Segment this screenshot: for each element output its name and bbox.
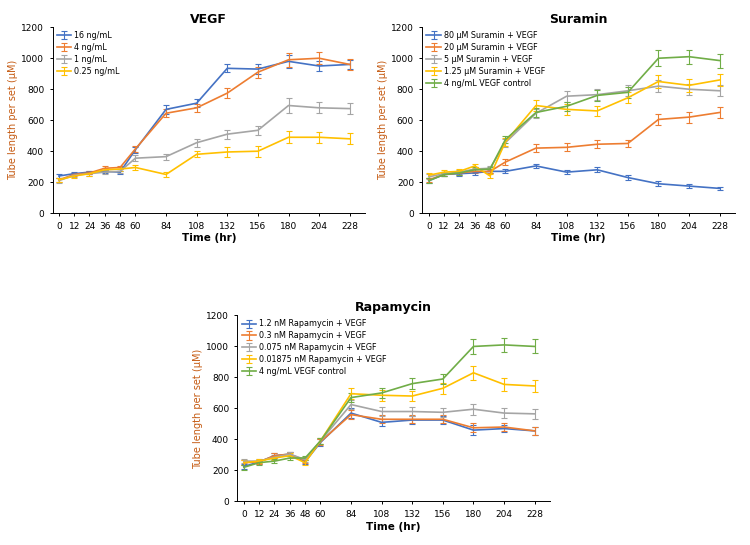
Title: Rapamycin: Rapamycin bbox=[356, 301, 432, 314]
Y-axis label: Tube length per set (μM): Tube length per set (μM) bbox=[378, 60, 388, 180]
X-axis label: Time (hr): Time (hr) bbox=[182, 233, 236, 243]
Legend: 1.2 nM Rapamycin + VEGF, 0.3 nM Rapamycin + VEGF, 0.075 nM Rapamycin + VEGF, 0.0: 1.2 nM Rapamycin + VEGF, 0.3 nM Rapamyci… bbox=[240, 318, 388, 377]
Title: VEGF: VEGF bbox=[190, 13, 227, 26]
Legend: 16 ng/mL, 4 ng/mL, 1 ng/mL, 0.25 ng/mL: 16 ng/mL, 4 ng/mL, 1 ng/mL, 0.25 ng/mL bbox=[55, 29, 122, 77]
Y-axis label: Tube length per set (μM): Tube length per set (μM) bbox=[194, 348, 203, 469]
X-axis label: Time (hr): Time (hr) bbox=[551, 233, 606, 243]
X-axis label: Time (hr): Time (hr) bbox=[367, 522, 421, 531]
Y-axis label: Tube length per set (μM): Tube length per set (μM) bbox=[8, 60, 19, 180]
Legend: 80 μM Suramin + VEGF, 20 μM Suramin + VEGF, 5 μM Suramin + VEGF, 1.25 μM Suramin: 80 μM Suramin + VEGF, 20 μM Suramin + VE… bbox=[424, 29, 547, 89]
Title: Suramin: Suramin bbox=[550, 13, 608, 26]
